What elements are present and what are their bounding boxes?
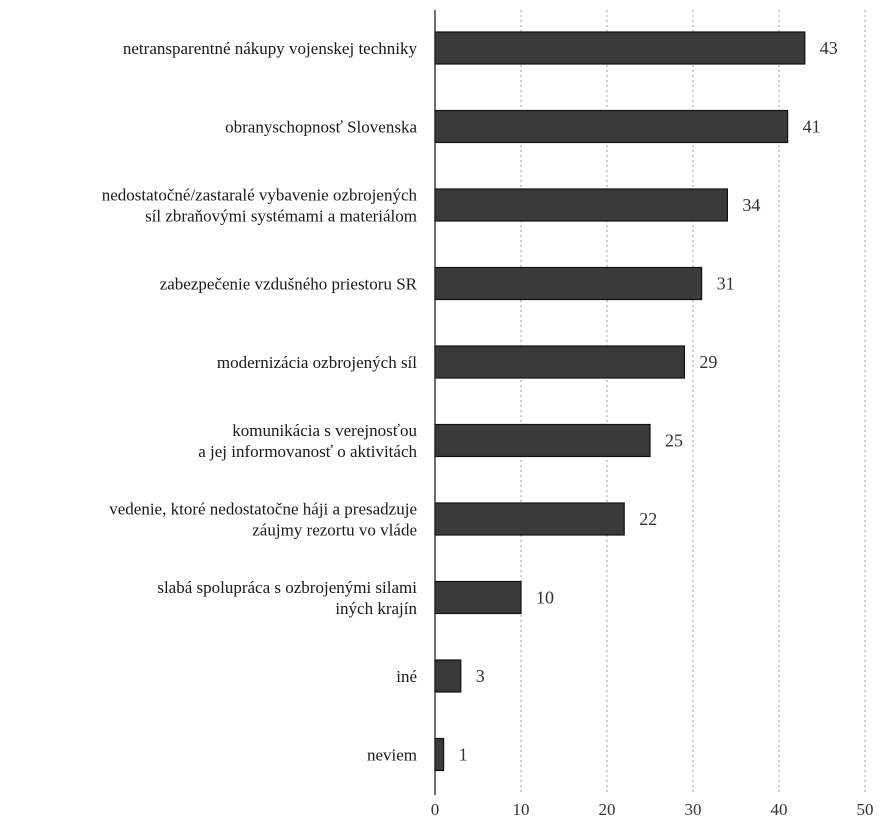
data-label: 43	[820, 38, 838, 58]
bar	[434, 31, 806, 65]
x-tick-label: 0	[431, 800, 440, 819]
data-label: 22	[639, 509, 657, 529]
category-label: vedenie, ktoré nedostatočne háji a presa…	[109, 500, 417, 540]
category-label: iné	[396, 667, 417, 686]
category-label: modernizácia ozbrojených síl	[217, 353, 417, 372]
bar	[434, 188, 728, 222]
x-tick-label: 10	[513, 800, 530, 819]
category-label: nedostatočné/zastaralé vybavenie ozbroje…	[102, 186, 418, 226]
data-label: 34	[742, 195, 760, 215]
bar	[434, 580, 522, 615]
bar	[434, 266, 703, 301]
category-labels: netransparentné nákupy vojenskej technik…	[102, 39, 418, 765]
data-label: 31	[717, 274, 735, 294]
category-label: obranyschopnosť Slovenska	[225, 118, 417, 137]
bar	[434, 345, 685, 379]
bar	[434, 502, 625, 536]
x-axis-tick-labels: 0 10 20 30 40 50	[431, 800, 874, 819]
bars	[434, 31, 806, 772]
category-label: neviem	[367, 746, 417, 765]
data-label: 1	[459, 745, 468, 765]
category-label: zabezpečenie vzdušného priestoru SR	[160, 275, 418, 294]
data-label: 10	[536, 588, 554, 608]
data-label: 29	[699, 352, 717, 372]
bar	[434, 737, 445, 772]
category-label: netransparentné nákupy vojenskej technik…	[123, 39, 418, 58]
data-label: 3	[476, 666, 485, 686]
category-label: komunikácia s verejnosťou a jej informova…	[198, 421, 417, 461]
data-label: 25	[665, 431, 683, 451]
bar	[434, 423, 651, 458]
category-label: slabá spolupráca s ozbrojenými silami iný…	[157, 578, 417, 618]
x-tick-label: 30	[685, 800, 702, 819]
x-tick-label: 40	[771, 800, 788, 819]
x-tick-label: 50	[857, 800, 874, 819]
x-tick-label: 20	[599, 800, 616, 819]
bar	[434, 109, 789, 144]
data-label: 41	[803, 117, 821, 137]
bar	[434, 659, 462, 693]
